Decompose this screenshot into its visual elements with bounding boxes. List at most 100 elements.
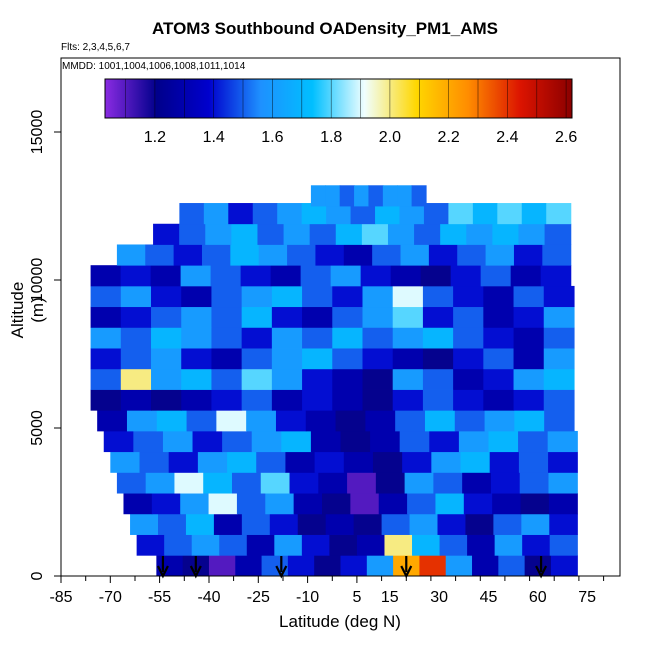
heat-cell	[513, 244, 543, 266]
heat-cell	[522, 534, 551, 556]
x-tick-label: 45	[480, 589, 498, 606]
heat-cell	[151, 327, 182, 349]
heat-cell	[411, 185, 427, 207]
heat-cell	[489, 451, 520, 473]
heat-cell	[302, 327, 333, 349]
colorbar-tick-label: 1.4	[203, 129, 225, 146]
heat-cell	[543, 368, 575, 390]
heat-cell	[180, 265, 212, 287]
heat-cell	[356, 534, 386, 556]
heat-cell	[181, 348, 213, 370]
heat-cell	[211, 285, 243, 308]
heat-cell	[384, 534, 413, 556]
heat-cell	[457, 244, 487, 266]
heat-cell	[116, 244, 146, 266]
heat-cell	[208, 555, 236, 576]
heat-cell	[548, 451, 578, 473]
heat-cell	[549, 513, 578, 535]
heat-cell	[305, 410, 337, 432]
heat-cell	[310, 430, 342, 453]
x-tick-label: 15	[381, 589, 399, 606]
heat-cell	[90, 368, 122, 390]
heat-cell	[256, 451, 287, 473]
heat-cell	[151, 348, 182, 370]
heat-cell	[424, 410, 456, 432]
heat-cell	[302, 285, 333, 308]
heat-cell	[518, 430, 549, 453]
colorbar-tick-label: 2.0	[379, 129, 401, 146]
heat-cell	[235, 555, 263, 576]
heatmap-layer	[90, 185, 578, 576]
heat-cell	[429, 430, 460, 453]
colorbar-tick-label: 2.6	[555, 129, 577, 146]
heat-cell	[240, 265, 272, 287]
heat-cell	[350, 493, 380, 515]
heat-cell	[353, 513, 383, 535]
heat-cell	[251, 430, 282, 453]
y-tick-label: 15000	[29, 110, 46, 155]
heat-cell	[520, 493, 550, 515]
heat-cell	[340, 555, 368, 576]
heat-cell	[453, 368, 484, 390]
heat-cell	[544, 223, 572, 245]
heat-cell	[145, 244, 175, 266]
heat-cell	[399, 203, 425, 225]
heat-cell	[407, 493, 437, 515]
heat-cell	[241, 285, 273, 308]
heat-cell	[271, 327, 303, 349]
heat-cell	[392, 368, 424, 390]
heat-cell	[150, 265, 182, 287]
heat-cell	[381, 513, 411, 535]
heat-cell	[370, 430, 401, 453]
heat-cell	[493, 513, 522, 535]
heat-cell	[453, 285, 484, 308]
heat-cell	[241, 348, 273, 370]
heat-cell	[480, 265, 512, 287]
heat-cell	[211, 368, 243, 390]
heat-cell	[302, 348, 333, 370]
heat-cell	[543, 327, 575, 349]
heat-cell	[483, 285, 515, 308]
heat-cell	[231, 472, 262, 494]
heat-cell	[366, 555, 394, 576]
heat-cell	[116, 472, 147, 494]
heat-cell	[173, 244, 203, 266]
heat-cell	[277, 203, 303, 225]
heat-cell	[409, 513, 439, 535]
heat-cell	[332, 327, 364, 349]
heat-cell	[90, 285, 122, 308]
heat-cell	[297, 513, 327, 535]
heat-cell	[90, 265, 122, 287]
x-tick-label: 60	[529, 589, 547, 606]
x-axis-label: Latitude (deg N)	[279, 612, 401, 631]
heat-cell	[513, 368, 545, 390]
heat-cell	[201, 244, 231, 266]
colorbar-tick-label: 1.8	[320, 129, 342, 146]
heat-cell	[332, 306, 364, 328]
heat-cell	[241, 389, 273, 411]
heat-cell	[230, 244, 260, 266]
heat-cell	[211, 348, 243, 370]
heat-cell	[548, 472, 578, 494]
heat-cell	[179, 203, 205, 225]
heat-cell	[287, 244, 317, 266]
heat-cell	[375, 203, 401, 225]
heat-cell	[192, 430, 223, 453]
heat-cell	[227, 451, 257, 473]
heat-cell	[332, 348, 364, 370]
colorbar-tick-label: 2.4	[496, 129, 518, 146]
heat-cell	[392, 348, 424, 370]
heat-cell	[158, 513, 187, 535]
heat-cell	[387, 223, 415, 245]
heat-cell	[241, 306, 273, 328]
heat-cell	[335, 223, 363, 245]
x-tick-label: 30	[430, 589, 448, 606]
heat-cell	[513, 348, 545, 370]
heat-cell	[439, 534, 468, 556]
x-tick-label: -40	[197, 589, 220, 606]
heat-cell	[120, 285, 152, 308]
heat-cell	[428, 244, 458, 266]
heat-cell	[164, 534, 193, 556]
heat-cell	[492, 223, 520, 245]
